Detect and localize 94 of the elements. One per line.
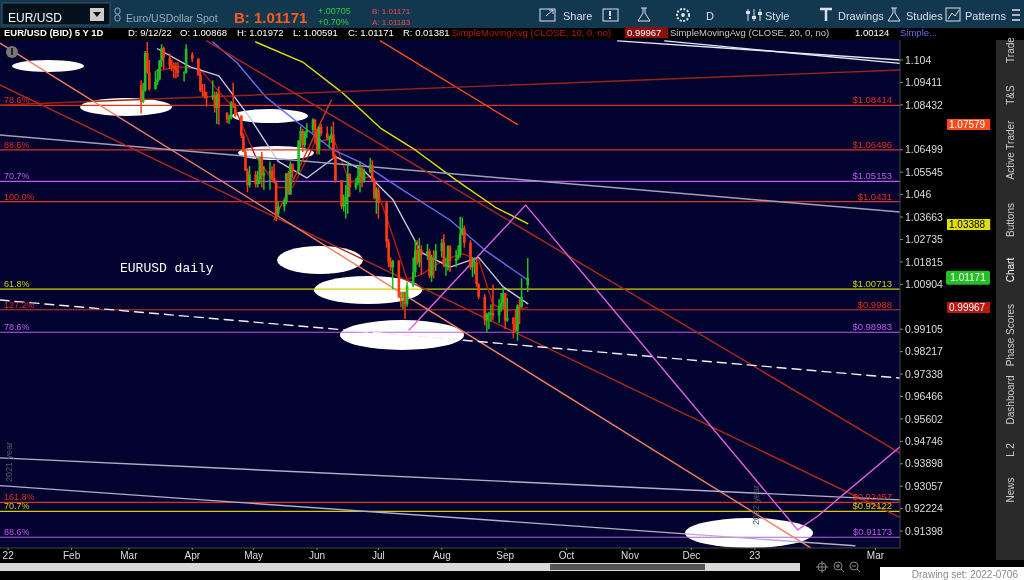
x-tick-label: 23: [749, 550, 761, 561]
text: D: 9/12/22: [128, 27, 172, 38]
text: EUR/USD: [8, 11, 63, 25]
y-tick-label: 1.01815: [905, 255, 944, 268]
text: Drawings: [838, 10, 885, 22]
ref-line-label: $1.00713: [852, 278, 892, 290]
annotation: 70.7%: [4, 501, 30, 512]
x-tick-label: Jun: [308, 550, 326, 561]
y-tick-label: 1.08432: [905, 98, 944, 111]
annotation: 78.6%: [4, 95, 30, 106]
annotation: 61.8%: [4, 279, 30, 290]
text: 1.07579: [949, 119, 986, 130]
x-tick-label: Feb: [62, 550, 81, 561]
y-tick-label: 0.94746: [905, 435, 944, 448]
text: 0.99967: [627, 27, 662, 38]
x-tick-label: Sep: [496, 550, 515, 561]
y-tick-label: 1.104: [905, 53, 932, 66]
x-tick-label: Nov: [621, 550, 639, 561]
text: 1.01171: [950, 272, 986, 284]
annotation: 100.0%: [4, 191, 35, 202]
x-tick-label: Apr: [184, 550, 201, 561]
ref-line-label: $0.91173: [853, 526, 892, 538]
text: Active Trader: [1004, 119, 1016, 180]
text: O: 1.00868: [180, 27, 228, 38]
annotation: 161.8%: [4, 492, 35, 503]
y-tick-label: 0.93898: [905, 457, 944, 470]
text: Buttons: [1004, 203, 1016, 237]
text: Style: [765, 10, 790, 22]
y-tick-label: 0.92224: [905, 502, 944, 515]
y-tick-label: 0.98217: [905, 345, 944, 358]
text: D: [706, 10, 714, 22]
x-tick-label: Dec: [682, 550, 701, 561]
x-tick-label: Mar: [866, 550, 885, 561]
text: Euro/USDollar Spot: [126, 12, 218, 24]
text: 1.03388: [949, 219, 986, 230]
ref-line-label: $1.06496: [852, 138, 892, 150]
text: 1.00124: [855, 27, 890, 38]
text: News: [1004, 477, 1016, 503]
y-tick-label: 1.046: [905, 188, 932, 201]
text: T&S: [1004, 84, 1016, 105]
text: C: 1.01171: [348, 27, 394, 38]
annotation: EURUSD daily: [120, 261, 214, 276]
y-tick-label: 1.05545: [905, 165, 944, 178]
annotation: 88.6%: [4, 139, 30, 150]
y-tick-label: 0.99105: [905, 322, 944, 335]
x-tick-label: Oct: [558, 550, 575, 561]
ref-line-label: $1.05153: [852, 170, 892, 182]
text: +0.70%: [318, 17, 349, 27]
annotation: 88.6%: [4, 527, 30, 538]
x-tick-label: May: [244, 550, 264, 561]
text: H: 1.01972: [237, 27, 284, 38]
text: Patterns: [965, 10, 1007, 22]
text: Drawing set: 2022-0706: [911, 569, 1019, 580]
text: SimpleMovingAvg (CLOSE, 10, 0, no): [452, 27, 612, 38]
x-tick-label: Mar: [120, 550, 139, 561]
x-tick-label: Aug: [432, 550, 451, 561]
chart-title: EUR/USD (BID) 5 Y 1D: [4, 27, 104, 38]
text: Trade: [1004, 36, 1016, 63]
y-tick-label: 0.96466: [905, 390, 944, 403]
ref-line-label: $1.08414: [852, 94, 892, 106]
y-tick-label: 1.03663: [905, 210, 944, 223]
text: Dashboard: [1004, 375, 1016, 425]
annotation: 2021 year: [4, 441, 15, 483]
y-tick-label: 0.97338: [905, 367, 944, 380]
annotation: 70.7%: [4, 171, 30, 182]
text: L: 1.00591: [293, 27, 338, 38]
text: +.00705: [318, 6, 351, 16]
y-tick-label: 0.95602: [905, 412, 944, 425]
text: 0.99967: [949, 302, 986, 313]
ref-line-label: $0.98983: [852, 321, 892, 333]
text: Chart: [1004, 257, 1016, 283]
annotation: 78.6%: [4, 322, 30, 333]
ref-line-label: $0.9988: [857, 298, 892, 310]
text: A: 1.01183: [372, 18, 411, 27]
y-tick-label: 1.02735: [905, 233, 944, 246]
y-tick-label: 1.00904: [905, 278, 944, 290]
text: B: 1.01171: [372, 7, 411, 16]
annotation: 2022 year: [751, 484, 762, 526]
text: SimpleMovingAvg (CLOSE, 20, 0, no): [670, 27, 830, 38]
y-tick-label: 1.09411: [905, 76, 943, 89]
y-tick-label: 0.93057: [905, 479, 944, 492]
text: L 2: [1004, 442, 1016, 457]
text: Simple...: [900, 27, 937, 38]
text: R: 0.01381: [403, 27, 450, 38]
text: Phase Scores: [1004, 303, 1016, 367]
text: B: 1.01171: [234, 9, 308, 26]
ref-line-label: $1.0431: [857, 190, 892, 202]
text: Studies: [906, 10, 944, 22]
y-tick-label: 0.91398: [905, 524, 944, 537]
x-tick-label: 22: [2, 550, 15, 561]
x-tick-label: Jul: [372, 550, 385, 561]
annotation: 127.2%: [4, 299, 35, 310]
text: Share: [563, 10, 593, 22]
y-tick-label: 1.06499: [905, 143, 944, 156]
